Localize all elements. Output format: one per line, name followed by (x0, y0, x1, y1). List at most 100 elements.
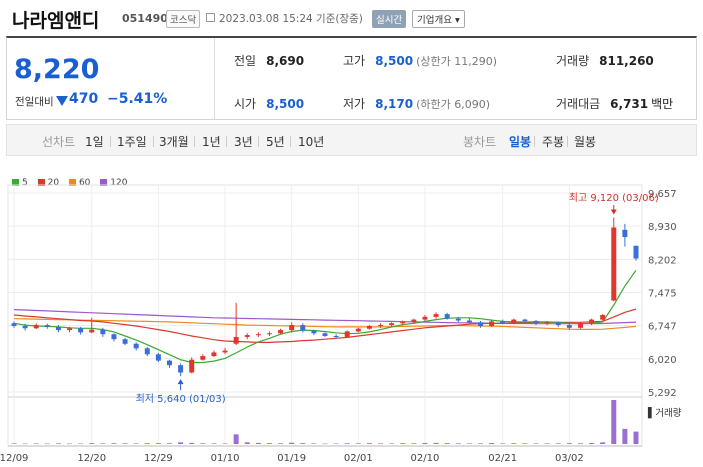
candle-body (389, 323, 395, 326)
low-annotation: 최저 5,640 (01/03) (136, 393, 226, 405)
tab-weekly[interactable]: 주봉 (542, 135, 565, 149)
realtime-button[interactable]: 실시간 (372, 10, 407, 28)
tab-3m[interactable]: 3개월 (159, 135, 189, 149)
volume-bar (289, 442, 295, 444)
volume-bar (444, 443, 450, 444)
volume-bar (244, 442, 250, 444)
tab-5y[interactable]: 5년 (266, 135, 285, 149)
prev-close: 전일 8,690 (234, 54, 305, 68)
volume-bar (433, 442, 439, 444)
volume-bar (233, 434, 239, 444)
company-info-label: 기업개요 (417, 15, 452, 26)
tab-1w[interactable]: 1주일 (117, 135, 147, 149)
divider (290, 136, 291, 147)
x-tick-label: 01/10 (211, 453, 240, 464)
candle-body (44, 325, 50, 327)
candle-body (122, 339, 128, 344)
candle-body (200, 356, 206, 360)
divider (534, 136, 535, 147)
legend-ma5: 5 (12, 178, 28, 188)
volume-bar (455, 443, 461, 444)
candle-body (289, 325, 295, 331)
candle-body (366, 325, 372, 329)
candle-body (67, 328, 73, 331)
candle-body (311, 330, 317, 334)
candle-body (11, 323, 17, 326)
candle-body (344, 331, 350, 337)
y-tick-label: 6,747 (648, 322, 677, 333)
header: 나라엠앤디 051490 코스닥 2023.03.08 15:24 기준(장중)… (0, 0, 703, 36)
chart-frame (7, 184, 643, 447)
volume-bar (533, 443, 539, 444)
low-arrow-head (177, 379, 184, 385)
candle-body (511, 319, 517, 324)
low-price: 저가 8,170 (하한가 6,090) (343, 97, 490, 111)
divider (110, 136, 111, 147)
candle-body (111, 334, 117, 340)
tab-1d[interactable]: 1일 (85, 135, 104, 149)
volume-bar (422, 443, 428, 444)
volume-bar (311, 443, 317, 444)
volume-bar (111, 443, 117, 444)
x-tick-label: 02/21 (488, 453, 517, 464)
candle-body (89, 329, 95, 333)
candle-body (522, 319, 528, 321)
down-arrow-icon (56, 96, 68, 106)
volume-bar (144, 443, 150, 444)
volume-bar (378, 443, 384, 444)
candle-body (244, 335, 250, 337)
candle-body (155, 354, 161, 361)
candle-body (144, 348, 150, 355)
candle-body (544, 322, 550, 324)
volume-bar (122, 443, 128, 444)
market-badge: 코스닥 (166, 10, 201, 28)
candle-body (478, 322, 483, 326)
candle-body (378, 325, 384, 327)
volume-bar (67, 443, 73, 445)
tab-10y[interactable]: 10년 (298, 135, 325, 149)
tab-1y[interactable]: 1년 (202, 135, 221, 149)
candle-body (633, 245, 639, 259)
y-tick-label: 5,292 (648, 388, 677, 399)
volume-bar (389, 443, 395, 444)
candle-body (322, 333, 328, 337)
candle-body (189, 359, 195, 373)
volume-bar (178, 442, 184, 444)
volume-bar (411, 443, 417, 444)
open-price: 시가 8,500 (234, 97, 305, 111)
stock-name: 나라엠앤디 (12, 10, 100, 32)
x-tick-label: 02/01 (344, 453, 373, 464)
volume-bar (222, 443, 228, 445)
legend-ma60: 60 (68, 178, 90, 188)
company-info-dropdown[interactable]: 기업개요 ▾ (412, 10, 465, 28)
candle-body (255, 334, 261, 336)
candle-body (133, 343, 139, 349)
tab-3y[interactable]: 3년 (234, 135, 253, 149)
tab-monthly[interactable]: 월봉 (574, 135, 597, 149)
timestamp: 2023.03.08 15:24 기준(장중) (219, 13, 363, 25)
y-tick-label: 8,930 (648, 222, 677, 233)
diff-label: 전일대비 (15, 96, 54, 108)
volume-bar (11, 443, 17, 444)
diff-value: 470 (69, 91, 99, 107)
tab-daily[interactable]: 일봉 (509, 135, 532, 149)
candle-body (222, 350, 228, 353)
candle-body (400, 321, 406, 324)
candle-body (55, 326, 61, 331)
volume-bar (589, 443, 595, 444)
price-chart[interactable]: 9,657 8,930 8,202 7,475 6,747 6,020 5,292 12/09… (0, 160, 703, 467)
volume-bar (522, 443, 528, 444)
volume-bar (400, 443, 406, 444)
volume-bar (500, 443, 506, 444)
divider (567, 136, 568, 147)
volume-bar (611, 400, 617, 444)
candle-body (422, 316, 428, 320)
volume-bar (200, 443, 206, 444)
volume-bar (355, 443, 361, 444)
candle-body (78, 328, 84, 333)
candle-body (300, 325, 306, 331)
candle-body (211, 352, 217, 357)
x-tick-label: 12/29 (144, 453, 173, 464)
volume-bar (278, 443, 284, 444)
x-tick-label: 03/02 (555, 453, 584, 464)
